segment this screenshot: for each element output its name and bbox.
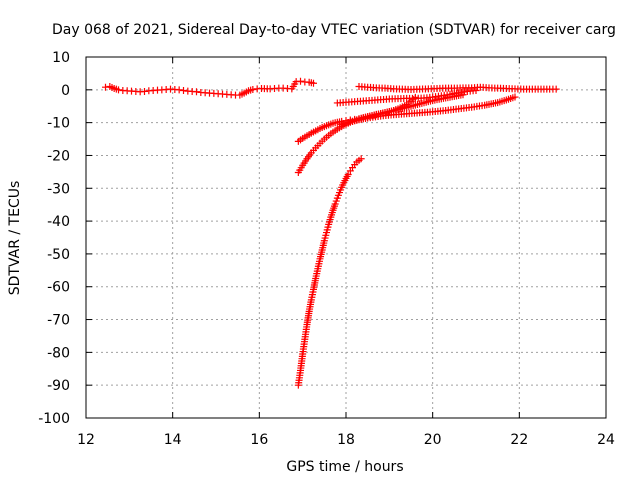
data-point <box>364 113 372 121</box>
data-points <box>102 77 560 389</box>
chart-title: Day 068 of 2021, Sidereal Day-to-day VTE… <box>52 22 616 38</box>
data-point <box>331 200 339 208</box>
data-point <box>141 87 148 95</box>
y-tick-label: -10 <box>47 116 70 132</box>
data-point <box>357 155 365 163</box>
data-point <box>180 86 187 94</box>
data-point <box>249 85 257 93</box>
y-tick-label: -60 <box>47 280 70 296</box>
y-tick-label: -30 <box>47 181 70 197</box>
y-tick-label: -40 <box>47 214 70 230</box>
x-tick-label: 20 <box>424 432 442 448</box>
y-tick-label: -90 <box>47 378 70 394</box>
series-7 <box>294 113 372 177</box>
series-8 <box>294 155 365 389</box>
data-point <box>102 83 109 91</box>
y-tick-label: -50 <box>47 247 70 263</box>
data-point <box>344 170 352 178</box>
data-point <box>175 86 183 94</box>
data-point <box>411 93 419 101</box>
series-1 <box>102 77 317 99</box>
y-tick-label: -70 <box>47 313 70 329</box>
x-axis-label: GPS time / hours <box>286 459 403 475</box>
y-tick-label: 0 <box>61 83 70 99</box>
y-tick-label: -80 <box>47 345 70 361</box>
y-axis-label: SDTVAR / TECUs <box>7 181 23 296</box>
data-point <box>332 197 340 205</box>
x-tick-label: 12 <box>77 432 95 448</box>
x-tick-label: 16 <box>250 432 268 448</box>
axis-ticks: 12 14 16 18 20 22 24 10 0 -10 -20 -30 -40 -50 -60 -70 -8… <box>38 50 615 448</box>
y-tick-label: 10 <box>52 50 70 66</box>
data-point <box>193 88 200 96</box>
data-point <box>115 86 122 94</box>
x-tick-label: 22 <box>510 432 528 448</box>
plot-frame <box>85 56 607 419</box>
x-tick-label: 14 <box>164 432 182 448</box>
y-tick-label: -100 <box>38 411 70 427</box>
data-point <box>552 85 560 93</box>
x-tick-label: 18 <box>337 432 355 448</box>
data-point <box>310 79 317 87</box>
x-tick-label: 24 <box>597 432 615 448</box>
data-point <box>297 77 304 85</box>
grid-lines <box>86 57 606 418</box>
data-point <box>511 93 519 101</box>
y-tick-label: -20 <box>47 148 70 164</box>
series-2 <box>355 83 560 93</box>
data-point <box>459 91 467 99</box>
data-point <box>472 86 480 94</box>
